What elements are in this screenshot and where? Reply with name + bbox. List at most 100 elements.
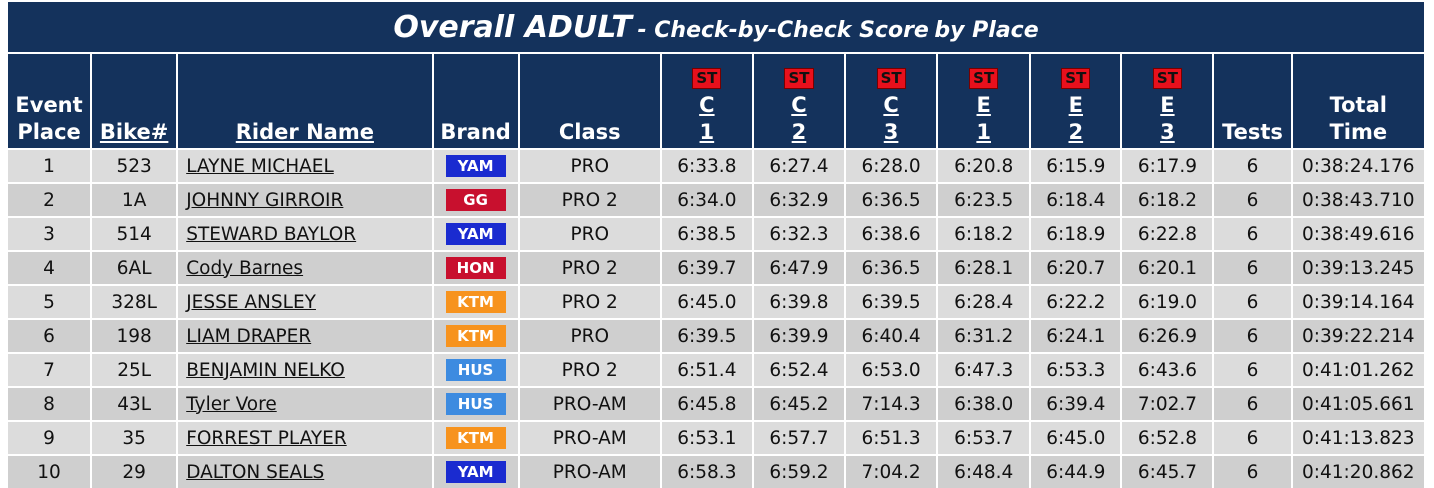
cell: 6 — [1214, 150, 1291, 182]
rider-link[interactable]: Cody Barnes — [186, 257, 304, 279]
header-link[interactable]: E — [1160, 93, 1175, 117]
cell: PRO 2 — [519, 184, 660, 216]
subtitle: - Check-by-Check Score — [637, 17, 929, 43]
brand-cell: YAM — [433, 150, 518, 182]
header-link[interactable]: 2 — [1068, 120, 1084, 144]
brand-cell: YAM — [433, 456, 518, 488]
column-header: ST E 3 — [1122, 54, 1213, 148]
cell: 0:39:13.245 — [1292, 252, 1424, 284]
header-link[interactable]: 1 — [976, 120, 991, 144]
rider-link[interactable]: LAYNE MICHAEL — [186, 155, 334, 177]
rider-cell: Tyler Vore — [178, 388, 432, 420]
title: Overall ADULT — [393, 9, 632, 45]
header-link[interactable]: Rider Name — [235, 120, 374, 144]
cell: 523 — [92, 150, 177, 182]
rider-link[interactable]: STEWARD BAYLOR — [186, 223, 357, 245]
result-row: 5 328L JESSE ANSLEY KTM PRO 2 6:45.0 6:39.8 6:3… — [8, 286, 1424, 318]
brand-badge: GG — [445, 189, 506, 211]
cell: 6:22.2 — [1031, 286, 1121, 318]
cell: PRO 2 — [519, 354, 660, 386]
cell: 328L — [92, 286, 177, 318]
cell: 6:51.4 — [661, 354, 752, 386]
header-link[interactable]: E — [976, 93, 991, 117]
cell: 6:32.9 — [753, 184, 845, 216]
cell: 6:28.4 — [938, 286, 1030, 318]
rider-link[interactable]: BENJAMIN NELKO — [186, 359, 345, 381]
brand-badge: YAM — [445, 155, 506, 177]
cell: 6:15.9 — [1031, 150, 1121, 182]
title-bar: Overall ADULT - Check-by-Check Score by … — [8, 2, 1424, 52]
rider-link[interactable]: JOHNNY GIRROIR — [186, 189, 344, 211]
rider-link[interactable]: Tyler Vore — [186, 393, 277, 415]
cell: PRO 2 — [519, 252, 660, 284]
column-header: ST E 2 — [1031, 54, 1121, 148]
cell: 7:14.3 — [846, 388, 937, 420]
cell: 4 — [8, 252, 91, 284]
cell: PRO 2 — [519, 286, 660, 318]
header-link[interactable]: E — [1068, 93, 1083, 117]
cell: 6 — [1214, 184, 1291, 216]
cell: 6:53.3 — [1031, 354, 1121, 386]
column-header: Bike# — [92, 54, 177, 148]
cell: 0:38:49.616 — [1292, 218, 1424, 250]
header-text: Class — [558, 120, 621, 144]
header-link[interactable]: 3 — [883, 120, 899, 144]
cell: 6:32.3 — [753, 218, 845, 250]
brand-cell: KTM — [433, 286, 518, 318]
rider-link[interactable]: JESSE ANSLEY — [186, 291, 316, 313]
cell: 6 — [1214, 422, 1291, 454]
brand-cell: YAM — [433, 218, 518, 250]
column-header: Class — [519, 54, 660, 148]
brand-badge: YAM — [445, 461, 506, 483]
column-header: Event Place — [8, 54, 91, 148]
cell: PRO — [519, 320, 660, 352]
cell: 0:41:01.262 — [1292, 354, 1424, 386]
cell: 6:17.9 — [1122, 150, 1213, 182]
brand-badge: YAM — [445, 223, 506, 245]
rider-cell: LAYNE MICHAEL — [178, 150, 432, 182]
cell: 29 — [92, 456, 177, 488]
header-link[interactable]: C — [791, 93, 807, 117]
brand-badge: HUS — [445, 359, 506, 381]
brand-badge: HON — [445, 257, 506, 279]
cell: 6:48.4 — [938, 456, 1030, 488]
header-link[interactable]: 1 — [699, 120, 715, 144]
cell: 6:27.4 — [753, 150, 845, 182]
st-badge: ST — [1061, 68, 1091, 89]
cell: 6:31.2 — [938, 320, 1030, 352]
column-header: ST C 3 — [846, 54, 937, 148]
header-link[interactable]: C — [699, 93, 715, 117]
cell: 6:36.5 — [846, 184, 937, 216]
rider-link[interactable]: DALTON SEALS — [186, 461, 325, 483]
brand-cell: GG — [433, 184, 518, 216]
header-link[interactable]: C — [883, 93, 899, 117]
header-link[interactable]: Bike# — [99, 120, 169, 144]
cell: 6:51.3 — [846, 422, 937, 454]
rider-link[interactable]: LIAM DRAPER — [186, 325, 312, 347]
cell: 6:43.6 — [1122, 354, 1213, 386]
column-header: ST C 2 — [753, 54, 845, 148]
cell: 6:53.7 — [938, 422, 1030, 454]
result-row: 2 1A JOHNNY GIRROIR GG PRO 2 6:34.0 6:32.9 6:36… — [8, 184, 1424, 216]
cell: 2 — [8, 184, 91, 216]
result-row: 6 198 LIAM DRAPER KTM PRO 6:39.5 6:39.9 6:40.4 6… — [8, 320, 1424, 352]
cell: 6:33.8 — [661, 150, 752, 182]
rider-link[interactable]: FORREST PLAYER — [186, 427, 347, 449]
cell: 6:45.2 — [753, 388, 845, 420]
header-link[interactable]: 2 — [791, 120, 807, 144]
cell: 6:45.8 — [661, 388, 752, 420]
column-header: Tests — [1214, 54, 1291, 148]
cell: 3 — [8, 218, 91, 250]
cell: 6:40.4 — [846, 320, 937, 352]
table-body: 1 523 LAYNE MICHAEL YAM PRO 6:33.8 6:27.4 6:28.… — [8, 150, 1424, 488]
brand-badge: KTM — [445, 427, 506, 449]
cell: 6:36.5 — [846, 252, 937, 284]
cell: PRO — [519, 218, 660, 250]
st-badge: ST — [876, 68, 906, 89]
cell: 6:39.5 — [661, 320, 752, 352]
column-header: Rider Name — [178, 54, 432, 148]
cell: 6:53.1 — [661, 422, 752, 454]
cell: 6:20.8 — [938, 150, 1030, 182]
header-link[interactable]: 3 — [1160, 120, 1175, 144]
cell: 6 — [1214, 388, 1291, 420]
